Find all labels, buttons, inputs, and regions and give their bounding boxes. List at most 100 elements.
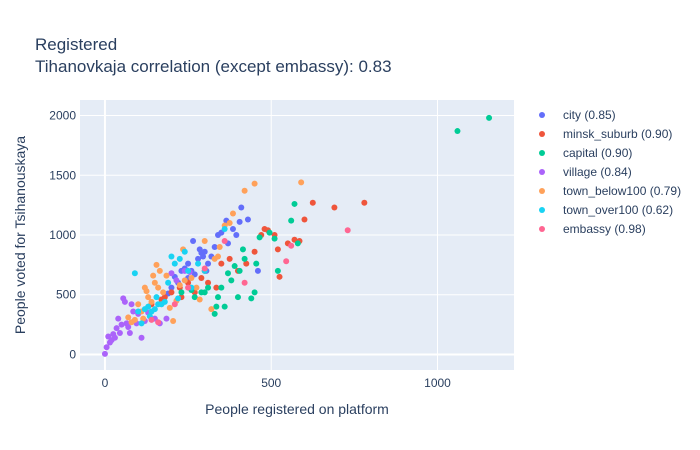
legend-item[interactable]: minsk_suburb (0.90) (539, 127, 672, 141)
data-point-series-4 (170, 318, 177, 325)
data-point-series-2 (236, 267, 243, 274)
data-point-series-1 (274, 246, 281, 253)
data-point-series-6 (221, 237, 228, 244)
data-point-series-2 (251, 289, 258, 296)
data-point-series-5 (185, 267, 192, 274)
data-point-series-2 (201, 289, 208, 296)
data-point-series-6 (283, 258, 290, 265)
data-point-series-6 (155, 319, 162, 326)
chart-title: Registered (35, 35, 117, 54)
legend-label: capital (0.90) (563, 146, 632, 160)
y-tick-label: 0 (69, 347, 76, 361)
legend[interactable]: city (0.85) minsk_suburb (0.90) capital (0… (539, 108, 681, 236)
y-tick-label: 1500 (49, 168, 76, 182)
data-point-series-1 (243, 260, 250, 267)
data-point-series-3 (125, 323, 132, 330)
data-point-series-3 (163, 315, 170, 322)
data-point-series-4 (155, 284, 162, 291)
data-point-series-1 (218, 260, 225, 267)
data-point-series-4 (148, 298, 155, 305)
data-point-series-1 (251, 248, 258, 255)
data-point-series-2 (218, 284, 225, 291)
data-point-series-5 (171, 260, 178, 267)
legend-label: town_below100 (0.79) (563, 184, 681, 198)
data-point-series-2 (294, 240, 301, 247)
x-tick-label: 1000 (424, 376, 451, 390)
y-tick-label: 2000 (49, 109, 76, 123)
legend-item[interactable]: town_below100 (0.79) (539, 184, 681, 198)
data-point-series-6 (241, 279, 248, 286)
data-point-series-5 (221, 226, 228, 233)
data-point-series-3 (118, 321, 125, 328)
data-point-series-1 (161, 294, 168, 301)
data-point-series-4 (216, 243, 223, 250)
data-point-series-4 (251, 180, 258, 187)
legend-item[interactable]: embassy (0.98) (539, 222, 646, 236)
data-point-series-2 (454, 128, 461, 135)
data-point-series-4 (150, 272, 157, 279)
data-point-series-3 (111, 334, 118, 341)
data-point-series-2 (228, 277, 235, 284)
data-point-series-5 (131, 270, 138, 277)
data-point-series-3 (128, 301, 135, 308)
legend-label: village (0.84) (563, 165, 632, 179)
data-point-series-2 (215, 294, 222, 301)
data-point-series-3 (138, 334, 145, 341)
data-point-series-4 (131, 316, 138, 323)
data-point-series-2 (288, 217, 295, 224)
data-point-series-4 (143, 288, 150, 295)
legend-marker (539, 207, 545, 213)
data-point-series-2 (291, 200, 298, 207)
data-point-series-4 (181, 277, 188, 284)
data-point-series-2 (241, 255, 248, 262)
data-point-series-0 (244, 216, 251, 223)
y-axis-title: People voted for Tsihanouskaya (12, 136, 28, 334)
data-point-series-4 (163, 272, 170, 279)
data-point-series-3 (130, 308, 137, 315)
data-point-series-1 (213, 284, 220, 291)
data-point-series-0 (200, 253, 207, 260)
data-point-series-5 (135, 308, 142, 315)
data-point-series-0 (185, 260, 192, 267)
data-point-series-3 (101, 350, 108, 357)
legend-marker (539, 169, 545, 175)
data-point-series-4 (196, 296, 203, 303)
data-point-series-0 (211, 243, 218, 250)
legend-label: minsk_suburb (0.90) (563, 127, 672, 141)
data-point-series-1 (331, 204, 338, 211)
data-point-series-2 (221, 303, 228, 310)
data-point-series-5 (195, 260, 202, 267)
data-point-series-4 (151, 279, 158, 286)
data-point-series-3 (173, 277, 180, 284)
data-point-series-3 (126, 329, 133, 336)
legend-item[interactable]: capital (0.90) (539, 146, 632, 160)
data-point-series-6 (201, 265, 208, 272)
data-point-series-3 (103, 344, 110, 351)
data-point-series-2 (205, 284, 212, 291)
data-point-series-1 (168, 289, 175, 296)
data-point-series-4 (241, 187, 248, 194)
data-point-series-4 (215, 253, 222, 260)
data-point-series-4 (188, 275, 195, 282)
data-point-series-1 (205, 279, 212, 286)
legend-item[interactable]: village (0.84) (539, 165, 632, 179)
data-point-series-3 (113, 325, 120, 332)
data-point-series-4 (166, 304, 173, 311)
data-point-series-3 (121, 298, 128, 305)
legend-item[interactable]: city (0.85) (539, 108, 616, 122)
data-point-series-2 (253, 260, 260, 267)
legend-item[interactable]: town_over100 (0.62) (539, 203, 673, 217)
y-tick-label: 500 (56, 288, 76, 302)
data-point-series-0 (195, 255, 202, 262)
data-point-series-6 (185, 284, 192, 291)
data-point-series-2 (234, 294, 241, 301)
data-point-series-2 (248, 295, 255, 302)
data-point-series-2 (274, 267, 281, 274)
data-point-series-1 (361, 199, 368, 206)
legend-marker (539, 188, 545, 194)
data-point-series-4 (176, 282, 183, 289)
data-point-series-4 (298, 179, 305, 186)
data-point-series-0 (236, 218, 243, 225)
data-point-series-2 (213, 303, 220, 310)
data-point-series-0 (168, 284, 175, 291)
